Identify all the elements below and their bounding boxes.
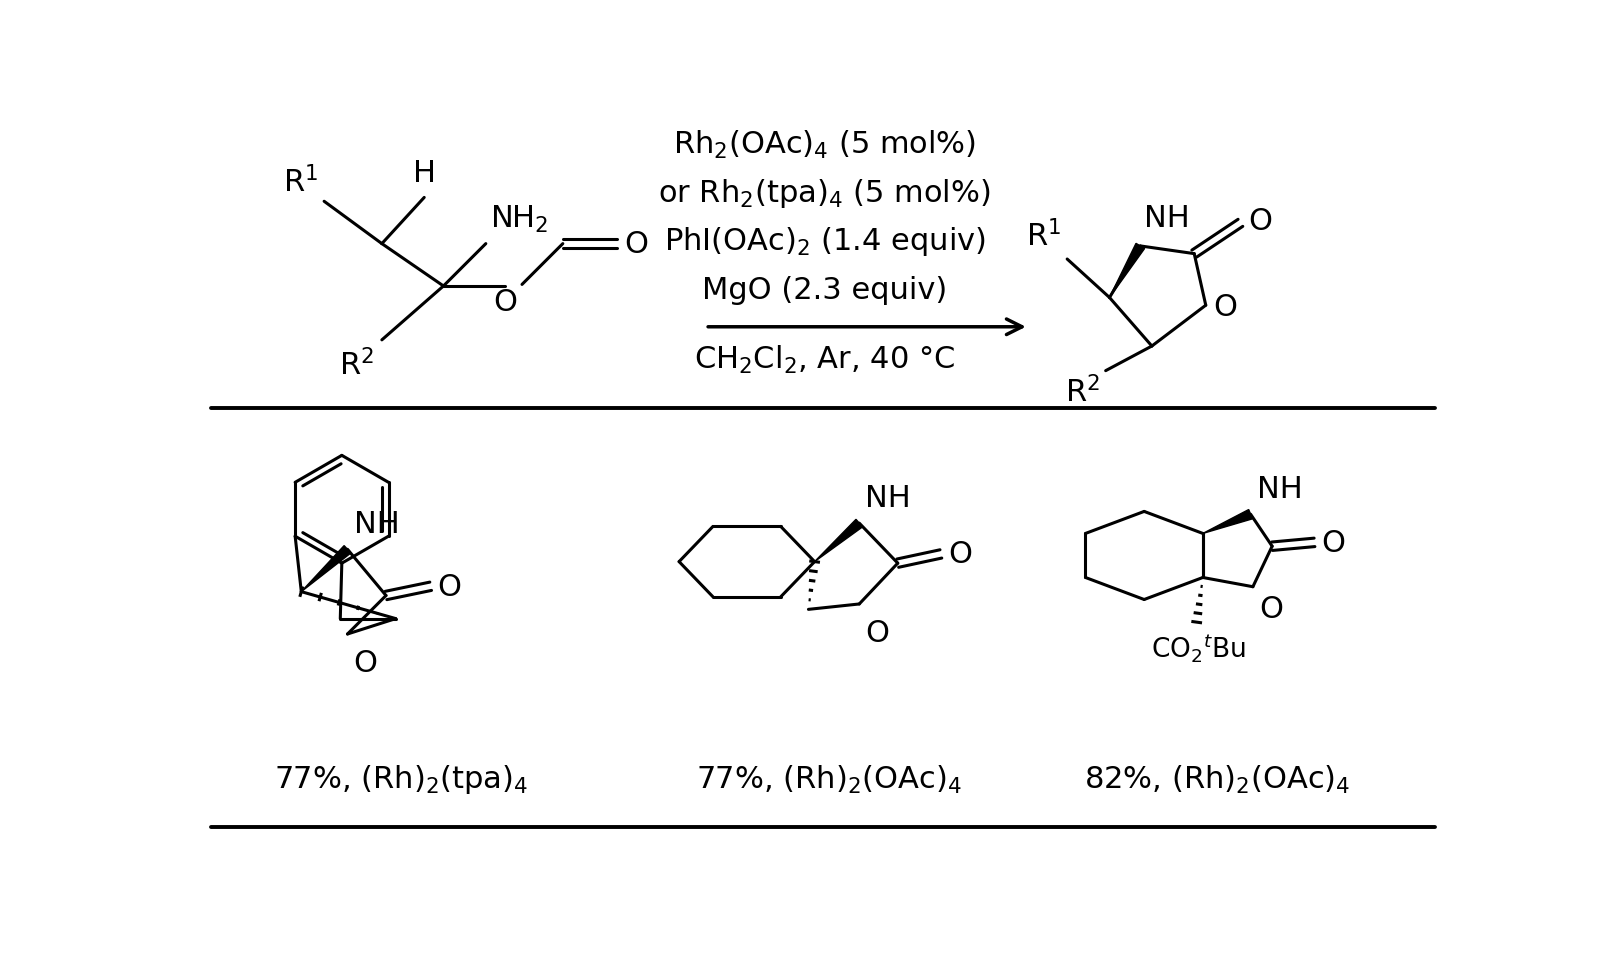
Text: NH: NH <box>353 509 400 538</box>
Text: O: O <box>1247 207 1271 235</box>
Text: NH$_2$: NH$_2$ <box>490 204 547 235</box>
Text: CH$_2$Cl$_2$, Ar, 40 °C: CH$_2$Cl$_2$, Ar, 40 °C <box>693 344 955 375</box>
Polygon shape <box>302 546 350 592</box>
Text: O: O <box>353 648 377 678</box>
Text: 77%, (Rh)$_2$(OAc)$_4$: 77%, (Rh)$_2$(OAc)$_4$ <box>695 763 961 795</box>
Text: O: O <box>1321 528 1345 558</box>
Polygon shape <box>1202 510 1252 534</box>
Polygon shape <box>1109 244 1144 298</box>
Text: 77%, (Rh)$_2$(tpa)$_4$: 77%, (Rh)$_2$(tpa)$_4$ <box>274 762 528 796</box>
Text: or Rh$_2$(tpa)$_4$ (5 mol%): or Rh$_2$(tpa)$_4$ (5 mol%) <box>658 176 990 210</box>
Text: R$^1$: R$^1$ <box>282 166 318 198</box>
Text: O: O <box>947 539 971 569</box>
Text: R$^1$: R$^1$ <box>1026 219 1061 252</box>
Text: O: O <box>493 288 517 317</box>
Text: O: O <box>624 230 648 259</box>
Text: O: O <box>437 572 461 601</box>
Polygon shape <box>814 519 862 562</box>
Text: H: H <box>412 159 435 188</box>
Text: NH: NH <box>1257 475 1302 503</box>
Text: O: O <box>1258 595 1282 624</box>
Text: PhI(OAc)$_2$ (1.4 equiv): PhI(OAc)$_2$ (1.4 equiv) <box>663 225 985 257</box>
Text: CO$_2$$^t$Bu: CO$_2$$^t$Bu <box>1151 632 1245 664</box>
Text: R$^2$: R$^2$ <box>1064 375 1099 408</box>
Text: NH: NH <box>865 483 910 512</box>
Text: Rh$_2$(OAc)$_4$ (5 mol%): Rh$_2$(OAc)$_4$ (5 mol%) <box>672 129 976 160</box>
Text: O: O <box>865 618 889 647</box>
Text: R$^2$: R$^2$ <box>339 348 374 380</box>
Text: MgO (2.3 equiv): MgO (2.3 equiv) <box>701 275 947 304</box>
Text: O: O <box>1213 293 1237 322</box>
Text: 82%, (Rh)$_2$(OAc)$_4$: 82%, (Rh)$_2$(OAc)$_4$ <box>1083 763 1350 795</box>
Text: NH: NH <box>1143 204 1189 233</box>
